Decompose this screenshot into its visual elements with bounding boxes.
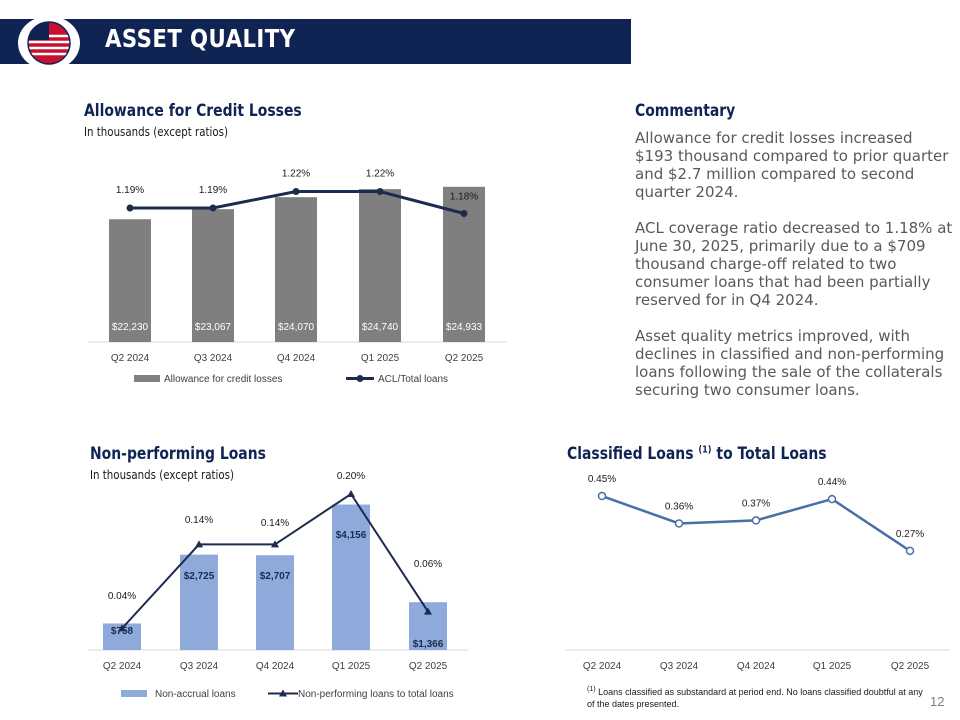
line-value-label: 1.22%	[282, 169, 310, 180]
bar	[275, 197, 317, 342]
x-tick-label: Q4 2024	[737, 661, 776, 672]
bar-value-label: $22,230	[112, 322, 149, 333]
line-value-label: 1.19%	[199, 185, 227, 196]
commentary-paragraph: Allowance for credit losses increased $1…	[635, 129, 949, 201]
line-point	[751, 516, 761, 525]
line-value-label: 1.18%	[450, 192, 478, 203]
legend-swatch-bar	[121, 690, 147, 697]
page-title: ASSET QUALITY	[105, 24, 296, 53]
bar	[109, 219, 151, 342]
line-point	[674, 519, 684, 528]
bar	[332, 504, 370, 650]
bar-value-label: $4,156	[336, 530, 367, 541]
line-value-label: 0.04%	[108, 591, 136, 602]
npl-section-subtitle: In thousands (except ratios)	[90, 467, 234, 482]
line-point	[126, 204, 134, 212]
acl-section-title: Allowance for Credit Losses	[84, 101, 302, 121]
line-point	[597, 491, 607, 501]
x-tick-label: Q2 2024	[583, 661, 622, 672]
line-value-label: 0.20%	[337, 471, 365, 482]
x-tick-label: Q2 2025	[409, 661, 448, 672]
bar-value-label: $24,070	[278, 322, 315, 333]
legend-swatch-point	[356, 375, 364, 382]
line-point	[292, 188, 300, 195]
x-tick-label: Q4 2024	[277, 353, 316, 364]
line-point	[271, 540, 279, 548]
commentary-body: Allowance for credit losses increased $1…	[635, 129, 953, 417]
x-tick-label: Q2 2024	[103, 661, 142, 672]
footnote-mark: (1)	[587, 686, 596, 693]
commentary-paragraph: Asset quality metrics improved, with dec…	[635, 327, 945, 399]
classified-title-main: Classified Loans	[567, 444, 694, 464]
line-point	[905, 546, 915, 556]
line-point	[347, 490, 355, 497]
classified-title-footnote-mark: (1)	[698, 444, 712, 456]
line-point	[118, 624, 126, 632]
legend-swatch-bar	[134, 375, 160, 382]
legend-label: Non-performing loans to total loans	[298, 689, 454, 700]
page-number: 12	[930, 694, 945, 709]
title-bar	[0, 19, 631, 64]
bar	[256, 555, 294, 650]
bar-value-label: $24,933	[446, 322, 483, 333]
x-tick-label: Q1 2025	[813, 661, 852, 672]
bar	[192, 209, 234, 342]
line-value-label: 0.36%	[665, 501, 693, 512]
x-tick-label: Q2 2025	[445, 353, 484, 364]
bar	[180, 554, 218, 650]
bar-value-label: $1,366	[413, 639, 444, 650]
line-value-label: 0.44%	[818, 477, 846, 488]
bar-value-label: $2,725	[184, 571, 215, 582]
x-tick-label: Q2 2024	[111, 353, 150, 364]
commentary-title: Commentary	[635, 101, 736, 121]
legend-label: ACL/Total loans	[378, 374, 448, 385]
x-tick-label: Q3 2024	[660, 661, 699, 672]
line-point	[460, 210, 468, 217]
line-point	[424, 607, 432, 615]
line-value-label: 0.27%	[896, 529, 924, 540]
bar-value-label: $2,707	[260, 571, 291, 582]
x-tick-label: Q1 2025	[332, 661, 371, 672]
bar	[359, 189, 401, 342]
line-point	[195, 540, 203, 548]
footnote-text: Loans classified as substandard at perio…	[587, 687, 923, 709]
bar-value-label: $24,740	[362, 322, 399, 333]
x-tick-label: Q1 2025	[361, 353, 400, 364]
line-value-label: 0.45%	[588, 474, 616, 485]
legend-label: Non-accrual loans	[155, 689, 236, 700]
line-value-label: 0.37%	[742, 498, 770, 509]
line-value-label: 1.19%	[116, 185, 144, 196]
bar-value-label: $758	[111, 626, 134, 637]
x-tick-label: Q3 2024	[194, 353, 233, 364]
line-value-label: 0.06%	[414, 559, 442, 570]
line-value-label: 0.14%	[185, 515, 213, 526]
classified-footnote: (1) Loans classified as substandard at p…	[587, 684, 927, 710]
acl-section-subtitle: In thousands (except ratios)	[84, 124, 228, 139]
line-point	[827, 494, 837, 504]
x-tick-label: Q4 2024	[256, 661, 295, 672]
legend-label: Allowance for credit losses	[164, 374, 282, 385]
x-tick-label: Q2 2025	[891, 661, 930, 672]
line-point	[376, 188, 384, 195]
classified-section-title: Classified Loans (1) to Total Loans	[567, 444, 827, 464]
bar-value-label: $23,067	[195, 322, 232, 333]
classified-title-tail: to Total Loans	[716, 444, 827, 464]
line-point	[209, 204, 217, 212]
x-tick-label: Q3 2024	[180, 661, 219, 672]
legend-swatch-point	[279, 689, 287, 697]
npl-section-title: Non-performing Loans	[90, 444, 266, 464]
line-value-label: 1.22%	[366, 169, 394, 180]
line-value-label: 0.14%	[261, 518, 289, 529]
flag-globe-icon	[25, 19, 73, 67]
commentary-paragraph: ACL coverage ratio decreased to 1.18% at…	[635, 219, 953, 309]
bank-logo	[18, 16, 80, 70]
